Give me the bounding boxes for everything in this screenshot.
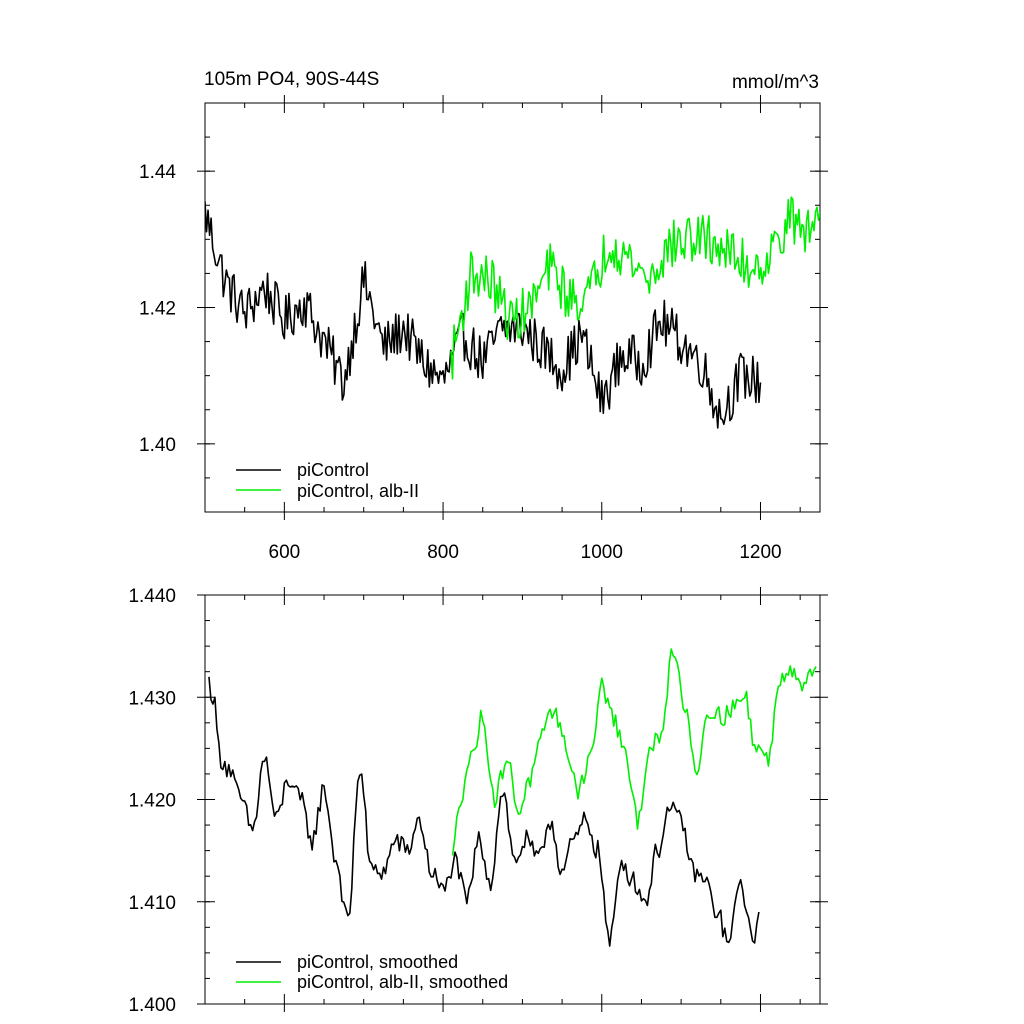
legend-label-picontrol-smoothed: piControl, smoothed [297,952,458,972]
panel-bottom-legend: piControl, smoothed piControl, alb-II, s… [236,952,508,992]
x-tick-label: 1000 [581,542,623,563]
x-tick-label: 1200 [739,542,781,563]
y-tick-label: 1.440 [128,586,176,607]
y-tick-label: 1.410 [128,893,176,914]
legend-label-picontrol: piControl [297,460,369,480]
series-line-picontrol-alb-ii [450,196,820,380]
x-tick-label: 800 [427,542,459,563]
panel-top-units: mmol/m^3 [732,72,819,93]
panel-top: 105m PO4, 90S-44S mmol/m^3 600 800 1000 120… [139,69,828,563]
y-tick-label: 1.400 [128,995,176,1016]
y-tick-label: 1.420 [128,791,176,812]
panel-top-legend: piControl piControl, alb-II [236,460,419,501]
y-tick-label: 1.42 [139,299,176,320]
series-line-picontrol-alb-ii-smoothed [451,648,817,856]
legend-label-picontrol-alb-ii-smoothed: piControl, alb-II, smoothed [297,972,508,992]
y-tick-label: 1.430 [128,688,176,709]
x-tick-label: 600 [269,542,301,563]
legend-label-picontrol-alb-ii: piControl, alb-II [297,481,419,501]
panel-bottom: 1.400 1.410 1.420 1.430 1.440 piControl, smo… [128,586,828,1016]
y-tick-label: 1.44 [139,162,176,183]
panel-top-title: 105m PO4, 90S-44S [204,69,379,90]
y-tick-label: 1.40 [139,435,176,456]
series-line-picontrol [205,201,762,429]
series-line-picontrol-smoothed [208,676,760,947]
